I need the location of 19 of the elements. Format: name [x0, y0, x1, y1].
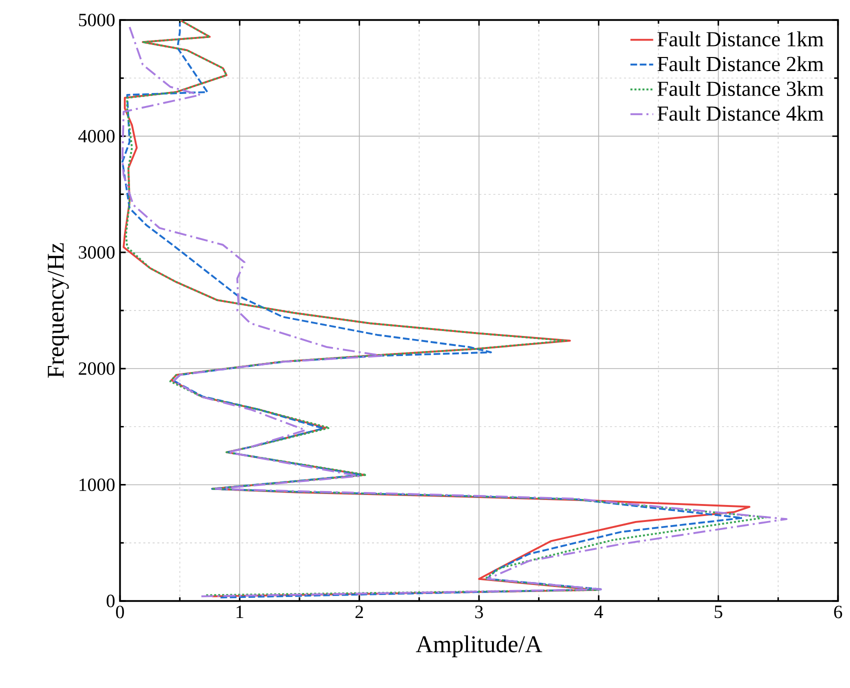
y-tick-label: 1000 [80, 478, 115, 492]
y-tick-label: 2000 [78, 362, 115, 375]
legend-label: Fault Distance 3km [657, 81, 824, 96]
x-tick-label: 3 [475, 606, 483, 618]
y-tick-label: 0 [106, 594, 115, 608]
x-tick-label: 0 [116, 606, 124, 618]
x-axis-title: Amplitude/A [416, 635, 542, 658]
x-tick-label: 4 [594, 606, 604, 618]
y-tick-label: 3000 [78, 246, 115, 259]
legend-label: Fault Distance 2km [657, 56, 824, 72]
legend-label: Fault Distance 4km [657, 106, 824, 121]
y-tick-label: 4000 [78, 130, 115, 142]
x-tick-label: 6 [834, 606, 842, 618]
y-tick-label: 5000 [79, 14, 115, 26]
x-tick-label: 2 [355, 606, 363, 618]
y-axis-title: Frequency/Hz [48, 243, 69, 378]
x-tick-label: 1 [236, 606, 244, 618]
x-tick-label: 5 [714, 606, 722, 618]
legend-label: Fault Distance 1km [657, 31, 824, 46]
